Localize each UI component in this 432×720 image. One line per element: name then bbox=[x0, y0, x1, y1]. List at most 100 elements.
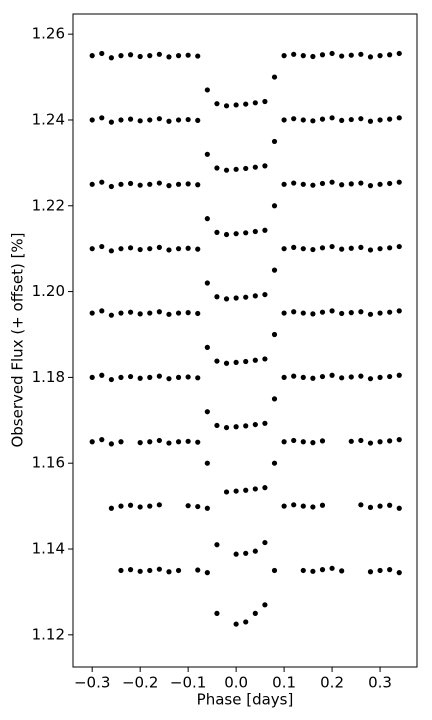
data-point bbox=[291, 180, 297, 186]
data-point bbox=[377, 503, 383, 509]
data-point bbox=[281, 439, 287, 445]
data-point bbox=[195, 246, 201, 252]
data-point bbox=[233, 359, 239, 365]
data-point bbox=[166, 440, 172, 446]
data-point bbox=[300, 310, 306, 316]
data-point bbox=[367, 504, 374, 510]
data-point bbox=[300, 53, 306, 59]
data-point bbox=[281, 503, 287, 509]
data-point bbox=[214, 422, 220, 429]
data-point bbox=[175, 567, 182, 574]
data-point bbox=[214, 165, 220, 171]
y-axis-label: Observed Flux (+ offset) [%] bbox=[9, 232, 27, 447]
data-point bbox=[233, 166, 239, 172]
data-point bbox=[204, 87, 210, 93]
data-point bbox=[214, 542, 220, 548]
data-point bbox=[262, 539, 268, 546]
data-point bbox=[396, 570, 402, 576]
data-point bbox=[339, 310, 345, 317]
data-point bbox=[214, 358, 220, 364]
data-point bbox=[387, 245, 393, 251]
y-tick-label: 1.12 bbox=[32, 625, 65, 643]
data-point bbox=[291, 244, 297, 250]
data-point bbox=[243, 423, 249, 429]
data-point bbox=[108, 505, 114, 511]
data-point bbox=[319, 52, 326, 58]
data-point bbox=[358, 51, 364, 57]
data-point bbox=[233, 621, 239, 627]
data-point bbox=[195, 439, 201, 445]
data-point bbox=[108, 248, 114, 254]
data-point bbox=[204, 216, 210, 222]
data-point bbox=[243, 487, 249, 493]
data-point bbox=[339, 117, 345, 124]
data-point bbox=[195, 310, 201, 317]
data-point bbox=[396, 243, 402, 250]
data-point bbox=[156, 309, 162, 315]
data-point bbox=[348, 374, 354, 380]
data-point bbox=[223, 424, 230, 431]
data-point bbox=[108, 183, 114, 190]
data-point bbox=[281, 310, 287, 316]
data-point bbox=[291, 502, 297, 508]
data-point bbox=[243, 358, 249, 365]
data-point bbox=[137, 311, 143, 317]
data-point bbox=[223, 296, 230, 302]
y-tick-label: 1.20 bbox=[32, 282, 65, 300]
data-point bbox=[99, 372, 105, 378]
data-point bbox=[281, 246, 287, 252]
data-point bbox=[156, 180, 162, 186]
data-point bbox=[233, 424, 239, 430]
data-point bbox=[291, 309, 297, 315]
data-point bbox=[214, 294, 220, 300]
data-point bbox=[156, 116, 162, 122]
y-tick-label: 1.24 bbox=[32, 110, 65, 128]
data-point bbox=[108, 312, 114, 318]
data-point bbox=[387, 309, 393, 315]
data-point bbox=[118, 439, 124, 445]
data-point bbox=[262, 163, 268, 169]
data-point bbox=[367, 54, 374, 60]
data-point bbox=[99, 50, 105, 57]
data-point bbox=[329, 308, 335, 314]
data-point bbox=[108, 441, 114, 447]
data-point bbox=[118, 310, 124, 316]
data-point bbox=[339, 246, 345, 252]
data-point bbox=[175, 310, 182, 316]
x-tick-label: −0.1 bbox=[170, 674, 206, 692]
data-point bbox=[387, 52, 393, 58]
data-point bbox=[195, 182, 201, 188]
data-point bbox=[252, 421, 258, 428]
data-point bbox=[243, 165, 249, 172]
data-point bbox=[118, 503, 124, 509]
data-point bbox=[127, 502, 134, 508]
data-point bbox=[262, 291, 268, 298]
data-point bbox=[204, 280, 210, 286]
data-point bbox=[233, 295, 239, 301]
data-point bbox=[127, 116, 134, 122]
data-point bbox=[339, 568, 345, 574]
y-tick-label: 1.14 bbox=[32, 540, 65, 558]
data-point bbox=[166, 376, 172, 382]
data-point bbox=[204, 344, 210, 350]
data-point bbox=[204, 151, 210, 157]
data-point bbox=[300, 181, 306, 187]
data-point bbox=[310, 440, 316, 446]
data-point bbox=[204, 570, 210, 576]
data-point bbox=[99, 115, 105, 121]
data-point bbox=[377, 374, 383, 380]
data-point bbox=[319, 502, 326, 508]
data-point bbox=[348, 116, 354, 123]
data-point bbox=[127, 309, 134, 315]
data-point bbox=[281, 374, 287, 380]
data-point bbox=[358, 244, 364, 250]
data-point bbox=[252, 164, 258, 170]
data-point bbox=[367, 311, 374, 317]
data-point bbox=[147, 439, 153, 445]
data-point bbox=[166, 247, 172, 253]
data-point bbox=[319, 116, 326, 122]
data-point bbox=[223, 103, 230, 109]
data-point bbox=[377, 310, 383, 316]
data-point bbox=[396, 505, 402, 511]
data-point bbox=[358, 309, 364, 315]
